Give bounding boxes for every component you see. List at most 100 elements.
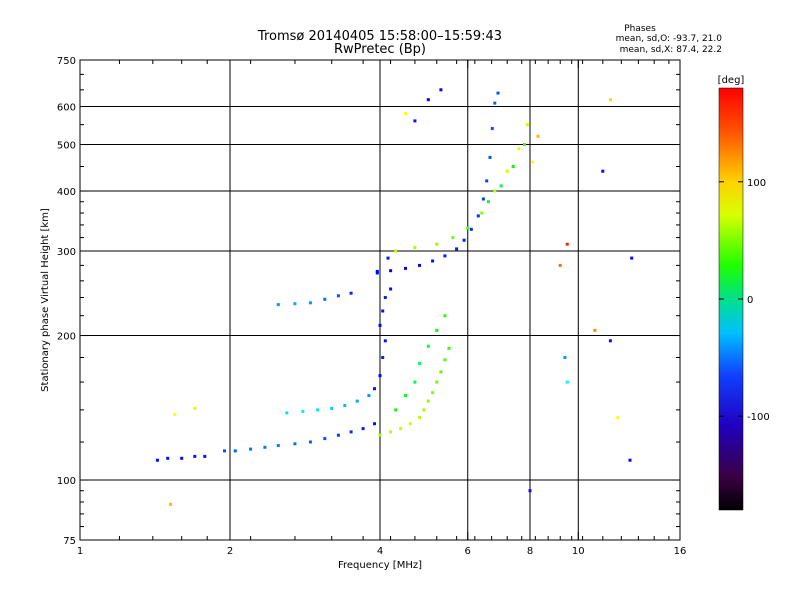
scatter-point [276, 303, 280, 307]
scatter-point [525, 123, 529, 127]
scatter-point [375, 271, 379, 275]
scatter-point [439, 370, 443, 374]
scatter-point [462, 238, 466, 242]
scatter-point [203, 454, 207, 458]
scatter-point [443, 254, 447, 258]
scatter-point [233, 449, 237, 453]
scatter-point [308, 301, 312, 305]
scatter-point [316, 408, 320, 412]
scatter-point [496, 91, 500, 95]
y-tick-label: 400 [57, 187, 76, 198]
scatter-point [276, 444, 280, 447]
scatter-point [493, 101, 497, 105]
y-tick-label: 500 [57, 141, 76, 152]
y-tick-label: 750 [57, 56, 76, 67]
scatter-point [378, 374, 382, 378]
scatter-point [169, 502, 173, 506]
scatter-point [426, 399, 430, 403]
scatter-point [361, 427, 365, 431]
scatter-point [418, 361, 421, 365]
scatter-point [418, 263, 421, 267]
scatter-point [528, 489, 532, 493]
colorbar-tick-label: 100 [747, 178, 766, 189]
scatter-point [367, 394, 371, 397]
scatter-point [485, 179, 489, 183]
scatter-point [343, 404, 347, 407]
scatter-point [173, 412, 177, 416]
scatter-point [488, 155, 492, 159]
scatter-point [404, 112, 407, 116]
scatter-point [349, 430, 353, 434]
scatter-point [378, 323, 382, 327]
y-tick-label: 100 [57, 476, 76, 487]
scatter-point [431, 259, 435, 263]
scatter-point [486, 200, 490, 204]
scatter-point [426, 344, 430, 348]
scatter-point [608, 339, 612, 343]
scatter-point [399, 427, 403, 431]
scatter-point [499, 184, 503, 188]
scatter-point [336, 294, 340, 298]
chart-title: Tromsø 20140405 15:58:00–15:59:43 [257, 29, 502, 44]
scatter-point [511, 165, 515, 168]
scatter-point [383, 339, 387, 343]
scatter-point [536, 134, 540, 138]
scatter-point [336, 433, 340, 437]
scatter-point [323, 297, 327, 301]
scatter-point [389, 287, 393, 291]
axis-ticks [79, 59, 681, 541]
scatter-point [439, 88, 443, 92]
scatter-point [476, 214, 480, 218]
scatter-point [293, 302, 297, 306]
x-tick-labels: 1 2 4 6 8 10 16 [77, 546, 687, 557]
scatter-point [404, 266, 407, 270]
scatter-point [517, 147, 521, 151]
scatter-point [466, 226, 470, 230]
scatter-point [616, 416, 620, 419]
scatter-point [480, 211, 484, 215]
scatter-point [373, 422, 376, 426]
x-tick-label: 6 [465, 546, 471, 557]
scatter-points [155, 88, 634, 506]
stats-title: Phases [624, 24, 656, 34]
scatter-point [481, 197, 485, 201]
scatter-point [505, 169, 509, 173]
scatter-point [375, 269, 379, 273]
scatter-point [443, 358, 447, 362]
scatter-point [404, 394, 407, 397]
y-tick-label: 300 [57, 247, 76, 258]
chart-subtitle: RwPretec (Bp) [334, 42, 426, 57]
scatter-point [418, 416, 421, 419]
scatter-point [383, 296, 387, 299]
scatter-point [630, 256, 634, 260]
x-tick-label: 1 [77, 546, 83, 557]
scatter-point [422, 408, 426, 412]
grid-lines [80, 60, 680, 540]
scatter-point [601, 169, 605, 173]
x-tick-label: 16 [674, 546, 687, 557]
scatter-point [389, 430, 393, 434]
x-tick-label: 8 [527, 546, 533, 557]
scatter-point [408, 422, 412, 426]
scatter-point [558, 263, 562, 267]
scatter-point [249, 447, 253, 451]
scatter-point [381, 356, 385, 359]
scatter-point [447, 346, 451, 350]
scatter-point [413, 119, 417, 123]
x-axis-label: Frequency [MHz] [338, 560, 422, 571]
colorbar-tick-label: 0 [747, 295, 753, 306]
scatter-point [323, 437, 327, 441]
scatter-point [523, 143, 526, 146]
scatter-point [455, 247, 459, 251]
scatter-point [413, 380, 417, 384]
scatter-point [166, 456, 170, 460]
scatter-point [263, 445, 267, 449]
y-axis-label: Stationary phase Virtual Height [km] [40, 208, 51, 392]
scatter-point [349, 291, 353, 295]
y-tick-labels: 75 100 200 300 400 500 600 750 [57, 56, 76, 547]
scatter-point [394, 249, 398, 253]
scatter-point [435, 328, 439, 332]
scatter-point [565, 242, 569, 246]
scatter-point [493, 189, 497, 193]
scatter-point [435, 242, 439, 246]
